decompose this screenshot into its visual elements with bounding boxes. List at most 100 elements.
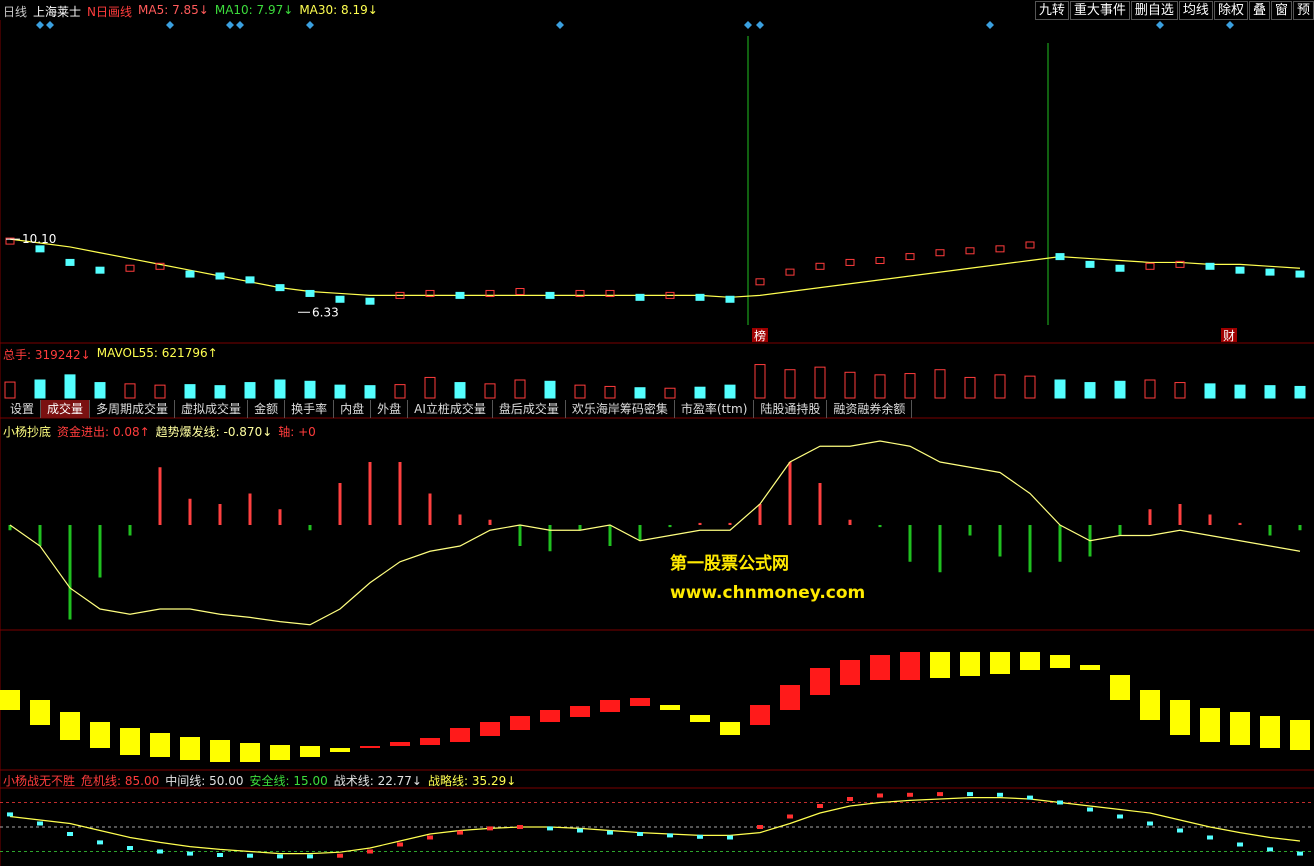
band-block <box>330 748 350 752</box>
flow-bar <box>1148 509 1152 525</box>
candle <box>1235 266 1245 274</box>
flow-bar <box>188 498 192 525</box>
band-block <box>60 712 80 740</box>
candle <box>1265 268 1275 276</box>
band-block <box>0 690 20 710</box>
tab[interactable]: 成交量 <box>41 400 91 418</box>
flow-bar <box>98 525 102 578</box>
tab[interactable]: 换手率 <box>285 400 335 418</box>
ma30-line <box>9 238 1301 298</box>
toolbar-button[interactable]: 删自选 <box>1130 1 1178 20</box>
level-item: 安全线: 15.00 <box>249 772 327 789</box>
flow-bar <box>308 525 312 531</box>
candle <box>575 289 585 297</box>
toolbar-button[interactable]: 叠 <box>1248 1 1270 20</box>
tactic-dot <box>817 804 823 808</box>
band-block <box>240 743 260 762</box>
candle <box>185 270 195 278</box>
tactic-dot <box>727 835 733 840</box>
band-block <box>1080 665 1100 670</box>
tactic-dot <box>277 854 283 859</box>
candle <box>1085 260 1095 268</box>
band-block <box>480 722 500 736</box>
tactic-dot <box>667 833 673 838</box>
tab[interactable]: 欢乐海岸筹码密集 <box>566 400 675 418</box>
candle <box>995 245 1005 253</box>
candle <box>305 289 315 297</box>
flow-bar <box>1208 514 1212 525</box>
tab[interactable]: 外盘 <box>371 400 409 418</box>
volume-bar <box>604 385 616 399</box>
tactic-dot <box>877 793 883 798</box>
tab[interactable]: AI立桩成交量 <box>408 400 493 418</box>
flow-bar <box>218 504 222 525</box>
tactic-dot <box>517 825 523 829</box>
band-block <box>510 716 530 730</box>
volume-legend-item: MAVOL55: 621796↑ <box>96 346 218 360</box>
tactic-dot <box>337 853 343 858</box>
tactic-dot <box>757 825 763 829</box>
volume-bar <box>184 384 196 399</box>
candle <box>845 258 855 266</box>
tactic-dot <box>427 835 433 840</box>
bottom-legend: 小杨战无不胜 危机线: 85.00 中间线: 50.00 安全线: 15.00 战术线:… <box>3 772 516 789</box>
tab[interactable]: 多周期成交量 <box>90 400 176 418</box>
separators <box>0 20 1314 866</box>
flow-bar <box>818 483 822 525</box>
indicator-legend-item: 小杨抄底 <box>3 425 52 439</box>
band-block <box>450 728 470 742</box>
volume-bar <box>964 376 976 399</box>
flow-bar <box>1238 522 1242 525</box>
bottom-legend-item: 战略线: 35.29↓ <box>428 774 517 788</box>
flow-bar <box>1178 504 1182 525</box>
toolbar-button[interactable]: 重大事件 <box>1069 1 1130 20</box>
tab[interactable]: 虚拟成交量 <box>175 400 249 418</box>
tab[interactable]: 陆股通持股 <box>754 400 828 418</box>
event-marker-bg <box>1221 328 1237 342</box>
tab[interactable]: 内盘 <box>334 400 372 418</box>
toolbar-item: N日画线 <box>87 5 133 19</box>
tactic-dot <box>1177 828 1183 833</box>
flow-bar <box>788 462 792 525</box>
toolbar-button[interactable]: 预 <box>1292 1 1314 20</box>
volume-bar <box>634 387 646 399</box>
volume-bar <box>304 380 316 399</box>
tactic-dot <box>1147 821 1153 826</box>
volume-bar <box>664 387 676 399</box>
tab[interactable]: 盘后成交量 <box>493 400 566 418</box>
event-marker: 榜 <box>754 328 766 343</box>
candle <box>5 237 15 245</box>
toolbar-item: MA10: 7.97↓ <box>214 3 294 17</box>
tab[interactable]: 金额 <box>248 400 286 418</box>
candle <box>815 262 825 270</box>
flow-bar <box>968 525 972 536</box>
tactic-dot <box>1027 795 1033 800</box>
flow-bar <box>578 525 582 531</box>
flow-bar <box>998 525 1002 557</box>
toolbar-button[interactable]: 窗 <box>1270 1 1292 20</box>
volume-legend: 总手: 319242↓ MAVOL55: 621796↑ <box>3 346 218 363</box>
flow-bar <box>368 462 372 525</box>
volume-bar <box>1264 385 1276 399</box>
volume-bar <box>1204 383 1216 399</box>
level-item: 中间线: 50.00 <box>165 772 243 789</box>
tab[interactable]: 市盈率(ttm) <box>675 400 755 418</box>
toolbar-button[interactable]: 九转 <box>1034 1 1069 20</box>
tab[interactable]: 设置 <box>4 400 42 418</box>
volume-bar <box>1084 382 1096 399</box>
candle <box>395 291 405 299</box>
tactic-dot <box>307 854 313 859</box>
tactic-dot <box>397 842 403 847</box>
tactic-dot <box>487 826 493 831</box>
volume-bar <box>94 382 106 399</box>
band-block <box>120 728 140 755</box>
flow-bar <box>518 525 522 546</box>
tactic-dot <box>1267 847 1273 852</box>
toolbar-button[interactable]: 均线 <box>1178 1 1213 20</box>
tab[interactable]: 融资融券余额 <box>827 400 913 418</box>
volume-bar <box>334 384 346 399</box>
toolbar-button[interactable]: 除权 <box>1213 1 1248 20</box>
flow-bar <box>278 509 282 525</box>
volume-bar <box>574 384 586 399</box>
volume-bar <box>214 385 226 399</box>
